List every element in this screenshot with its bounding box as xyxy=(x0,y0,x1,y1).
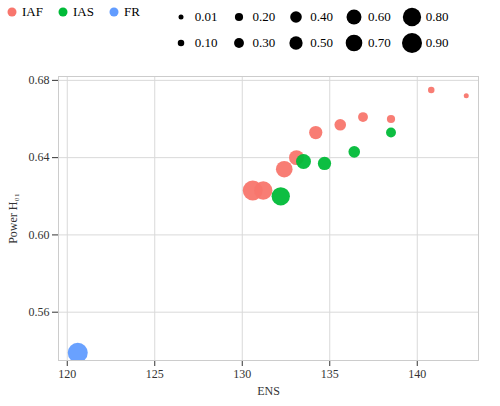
html-text:0.10: 0.10 xyxy=(194,35,218,50)
html-text:0.90: 0.90 xyxy=(425,35,449,50)
svg-text:120: 120 xyxy=(58,367,76,381)
svg-text:ENS: ENS xyxy=(257,384,280,398)
svg-text:125: 125 xyxy=(146,367,164,381)
html-text:0.70: 0.70 xyxy=(368,35,391,50)
html-text:0.30: 0.30 xyxy=(252,35,276,50)
html-text:0.60: 0.60 xyxy=(368,9,391,24)
svg-text:0.64: 0.64 xyxy=(29,150,50,164)
html-text:0.50: 0.50 xyxy=(310,35,334,50)
html-text:0.20: 0.20 xyxy=(252,9,276,24)
svg-text:140: 140 xyxy=(408,367,426,381)
html-text:0.01: 0.01 xyxy=(194,9,218,24)
svg-text:Power H₀₁: Power H₀₁ xyxy=(6,193,20,244)
html-text:IAF: IAF xyxy=(22,4,43,19)
html-text:0.80: 0.80 xyxy=(425,9,449,24)
html-text:IAS: IAS xyxy=(73,4,94,19)
html-text:FR: FR xyxy=(123,4,140,19)
html-text:0.40: 0.40 xyxy=(310,9,334,24)
svg-text:135: 135 xyxy=(321,367,339,381)
svg-text:0.68: 0.68 xyxy=(29,73,50,87)
svg-text:0.60: 0.60 xyxy=(29,228,50,242)
svg-text:130: 130 xyxy=(233,367,251,381)
svg-text:0.56: 0.56 xyxy=(29,305,50,319)
